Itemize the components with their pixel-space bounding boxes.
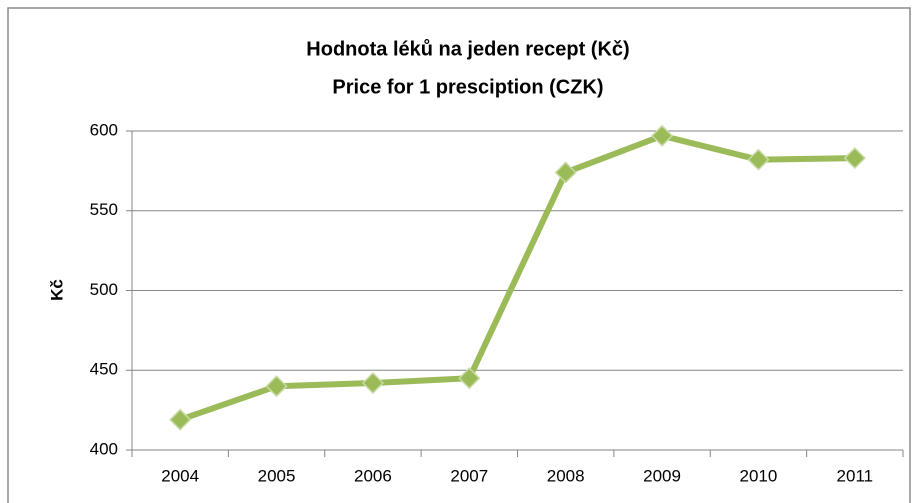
x-tick-label: 2009 bbox=[643, 466, 681, 485]
x-tick-label: 2006 bbox=[354, 466, 392, 485]
chart-subtitle: Price for 1 presciption (CZK) bbox=[332, 76, 603, 98]
chart-frame bbox=[7, 7, 911, 503]
chart-title: Hodnota léků na jeden recept (Kč) bbox=[306, 38, 629, 60]
data-point bbox=[843, 147, 866, 170]
data-point bbox=[169, 408, 192, 431]
y-tick-label: 550 bbox=[90, 200, 118, 219]
x-tick-label: 2005 bbox=[258, 466, 296, 485]
x-tick-label: 2007 bbox=[450, 466, 488, 485]
series-line bbox=[179, 132, 855, 423]
y-tick-label: 500 bbox=[90, 280, 118, 299]
x-tick-label: 2004 bbox=[161, 466, 199, 485]
x-tick-label: 2008 bbox=[547, 466, 585, 485]
data-point bbox=[747, 148, 770, 171]
data-point bbox=[458, 367, 481, 390]
data-point bbox=[361, 371, 384, 395]
x-tick-label: 2011 bbox=[837, 466, 874, 485]
data-point bbox=[651, 124, 674, 147]
y-tick-label: 600 bbox=[90, 120, 118, 139]
x-tick-label: 2010 bbox=[740, 466, 778, 485]
y-tick-label: 400 bbox=[90, 439, 118, 458]
data-point bbox=[265, 375, 288, 398]
y-tick-label: 450 bbox=[90, 360, 118, 379]
y-axis-label: Kč bbox=[47, 279, 66, 301]
data-point bbox=[554, 161, 577, 184]
